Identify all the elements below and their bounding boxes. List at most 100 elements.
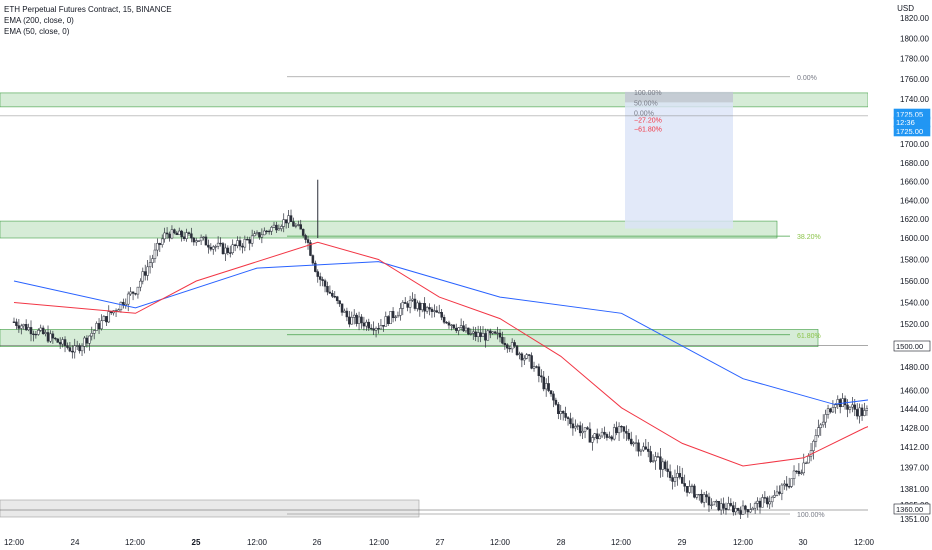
candle-body bbox=[547, 383, 550, 391]
candle-body bbox=[173, 229, 176, 234]
candle-body bbox=[506, 344, 509, 349]
candle-body bbox=[263, 230, 266, 236]
candle-body bbox=[600, 431, 604, 437]
candle-body bbox=[66, 345, 69, 348]
candle-body bbox=[663, 461, 667, 470]
candle-body bbox=[678, 473, 682, 478]
ema200-legend[interactable]: EMA (200, close, 0) bbox=[4, 16, 74, 25]
candle-body bbox=[583, 427, 587, 432]
candle-body bbox=[863, 410, 866, 416]
candle-body bbox=[831, 407, 835, 413]
zone-supply bbox=[0, 220, 778, 239]
candle-body bbox=[100, 320, 103, 330]
candle-body bbox=[85, 337, 89, 344]
candle-body bbox=[574, 426, 577, 429]
candle-body bbox=[559, 411, 562, 414]
candle-body bbox=[97, 323, 101, 330]
candle-body bbox=[156, 243, 159, 251]
candle-body bbox=[564, 413, 567, 418]
candle-body bbox=[345, 310, 349, 318]
candle-body bbox=[80, 345, 84, 352]
candle-body bbox=[751, 507, 754, 510]
candle-body bbox=[318, 276, 322, 280]
candle-body bbox=[620, 425, 623, 428]
candle-body bbox=[216, 242, 220, 247]
candle-body bbox=[535, 366, 538, 368]
candle-body bbox=[700, 493, 703, 503]
candle-body bbox=[335, 296, 339, 301]
candle-body bbox=[126, 293, 130, 305]
candle-body bbox=[68, 347, 72, 352]
candle-body bbox=[865, 408, 869, 411]
y-tick-label: 1660.00 bbox=[900, 178, 929, 187]
candle-body bbox=[37, 330, 40, 335]
candle-body bbox=[739, 510, 742, 515]
candle-body bbox=[625, 431, 628, 434]
candle-body bbox=[51, 333, 55, 339]
candle-body bbox=[195, 240, 198, 243]
candle-body bbox=[311, 255, 315, 264]
zone-demand bbox=[0, 499, 420, 518]
candle-body bbox=[428, 307, 431, 310]
candle-body bbox=[260, 234, 264, 238]
candle-body bbox=[768, 501, 771, 505]
candle-body bbox=[491, 331, 494, 334]
y-tick-label: 1397.00 bbox=[900, 463, 929, 472]
candle-body bbox=[756, 500, 759, 504]
candle-body bbox=[797, 470, 801, 474]
candle-body bbox=[12, 321, 16, 323]
candle-body bbox=[795, 470, 798, 472]
candle-body bbox=[472, 331, 475, 334]
candle-body bbox=[554, 399, 558, 405]
candle-body bbox=[241, 245, 244, 248]
candle-body bbox=[258, 232, 261, 238]
candle-body bbox=[746, 509, 750, 513]
candle-body bbox=[102, 316, 106, 322]
y-tick-label: 1381.00 bbox=[900, 485, 929, 494]
candle-body bbox=[396, 315, 400, 318]
candle-body bbox=[343, 310, 346, 313]
candle-body bbox=[484, 333, 487, 341]
x-tick-label: 12:00 bbox=[490, 538, 511, 547]
candle-body bbox=[233, 244, 237, 247]
candle-body bbox=[438, 312, 441, 314]
symbol-title[interactable]: ETH Perpetual Futures Contract, 15, BINA… bbox=[4, 5, 172, 14]
candle-body bbox=[148, 262, 152, 268]
candle-body bbox=[610, 436, 614, 440]
candle-body bbox=[214, 246, 217, 248]
candle-body bbox=[168, 233, 171, 239]
y-tick-label: 1540.00 bbox=[900, 299, 929, 308]
candle-body bbox=[333, 296, 337, 298]
candle-body bbox=[360, 316, 363, 324]
x-tick-label: 30 bbox=[799, 538, 808, 547]
ema50-legend[interactable]: EMA (50, close, 0) bbox=[4, 27, 70, 36]
candle-body bbox=[688, 486, 691, 493]
candle-body bbox=[39, 327, 42, 331]
candle-body bbox=[790, 478, 793, 487]
candle-body bbox=[270, 227, 273, 232]
candle-body bbox=[433, 310, 436, 312]
y-tick-label: 1580.00 bbox=[900, 256, 929, 265]
candle-body bbox=[83, 337, 86, 347]
candle-body bbox=[540, 375, 543, 378]
fib-label: 61.80% bbox=[797, 333, 821, 340]
candle-body bbox=[56, 338, 59, 343]
candle-body bbox=[382, 325, 385, 327]
candle-body bbox=[513, 342, 516, 347]
y-tick-label: 1820.00 bbox=[900, 14, 929, 23]
candle-body bbox=[348, 316, 351, 325]
mini-fib-label: 100.00% bbox=[634, 90, 662, 97]
candle-body bbox=[105, 316, 108, 323]
x-tick-label: 24 bbox=[71, 538, 80, 547]
candle-body bbox=[338, 300, 341, 305]
candle-body bbox=[637, 442, 640, 452]
candle-body bbox=[190, 233, 193, 239]
candle-body bbox=[676, 473, 679, 478]
candle-body bbox=[627, 432, 631, 440]
candle-body bbox=[340, 303, 344, 313]
candle-body bbox=[481, 333, 485, 337]
candle-body bbox=[243, 239, 247, 248]
candle-body bbox=[367, 321, 371, 329]
y-tick-label: 1560.00 bbox=[900, 277, 929, 286]
